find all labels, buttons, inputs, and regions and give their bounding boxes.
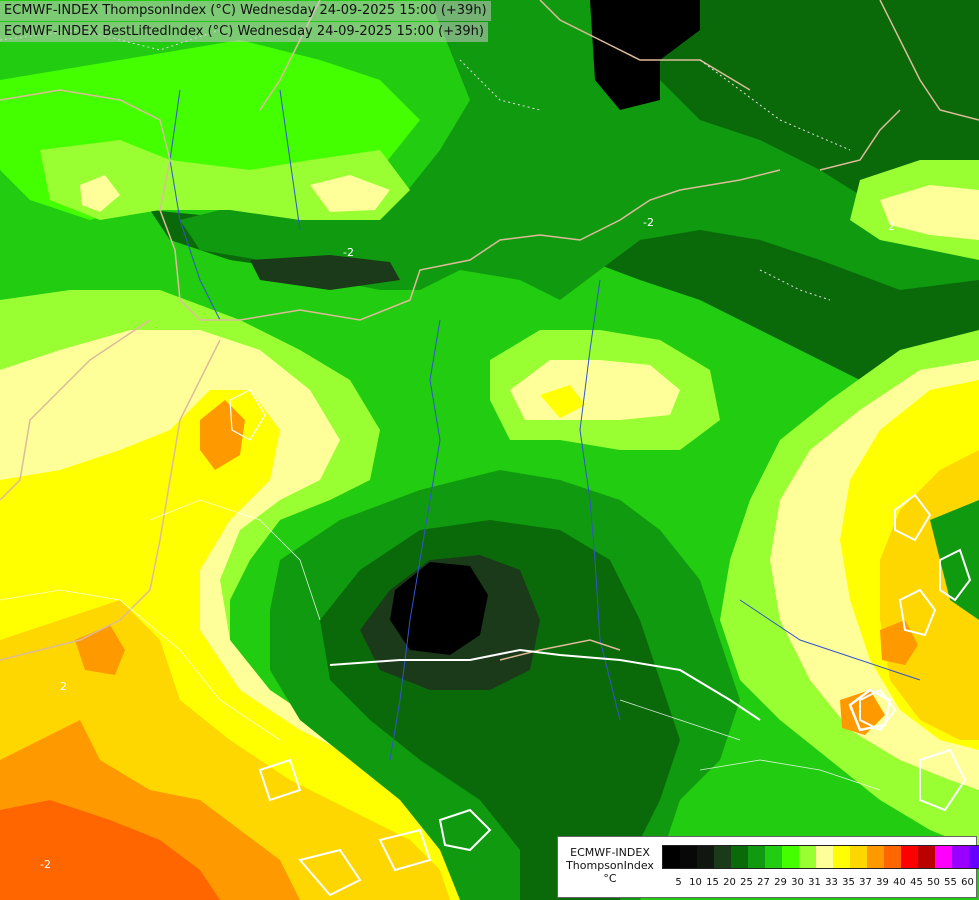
legend-tick: 39 bbox=[876, 877, 889, 888]
legend-swatch bbox=[799, 846, 816, 868]
green-zone-north bbox=[180, 0, 979, 300]
map-title-best-lifted-index: ECMWF-INDEX BestLiftedIndex (°C) Wednesd… bbox=[0, 22, 488, 42]
contour-label-2: -2 bbox=[343, 246, 354, 259]
black-core-south bbox=[390, 562, 488, 655]
orange-spot-west bbox=[200, 400, 245, 470]
very-dark-zone-north bbox=[590, 0, 700, 110]
green-zone-east-edge bbox=[930, 500, 979, 620]
contour-label-5: 2 bbox=[60, 680, 67, 693]
dark-orange-zone-southwest bbox=[0, 800, 220, 900]
legend-tick: 29 bbox=[774, 877, 787, 888]
legend-tick: 20 bbox=[723, 877, 736, 888]
legend-swatch bbox=[697, 846, 714, 868]
legend-swatch bbox=[663, 846, 680, 868]
legend-tick: 31 bbox=[808, 877, 821, 888]
legend-swatch bbox=[714, 846, 731, 868]
thin-contour-lines bbox=[0, 499, 881, 791]
legend: ECMWF-INDEX ThompsonIndex °C 5 10 15 20 25 27… bbox=[557, 836, 979, 898]
legend-swatch bbox=[816, 846, 833, 868]
orange-spot-southwest bbox=[75, 625, 125, 675]
legend-swatch bbox=[952, 846, 969, 868]
legend-swatch bbox=[884, 846, 901, 868]
legend-swatch bbox=[731, 846, 748, 868]
legend-swatch bbox=[901, 846, 918, 868]
legend-swatch bbox=[867, 846, 884, 868]
legend-swatch bbox=[935, 846, 952, 868]
legend-tick: 27 bbox=[757, 877, 770, 888]
light-lime-zone-north bbox=[40, 140, 410, 220]
pale-yellow-spot-north2 bbox=[310, 175, 390, 212]
legend-tick: 33 bbox=[825, 877, 838, 888]
legend-line1: ECMWF-INDEX bbox=[570, 846, 650, 859]
legend-tick: 55 bbox=[944, 877, 957, 888]
legend-swatch bbox=[765, 846, 782, 868]
legend-swatch bbox=[850, 846, 867, 868]
legend-tick: 35 bbox=[842, 877, 855, 888]
yellow-spot-center bbox=[540, 385, 585, 418]
legend-ticks: 5 10 15 20 25 27 29 30 31 33 35 37 39 40 45 50 55 60 bbox=[670, 877, 976, 888]
contour-label-3: -2 bbox=[643, 216, 654, 229]
legend-tick: 10 bbox=[689, 877, 702, 888]
legend-swatch bbox=[969, 846, 979, 868]
orange-spot-east2 bbox=[840, 690, 885, 735]
map-title-thompson-index: ECMWF-INDEX ThompsonIndex (°C) Wednesday… bbox=[0, 1, 491, 21]
legend-unit: °C bbox=[603, 872, 617, 885]
contour-label-4: 2 bbox=[888, 220, 895, 233]
legend-tick: 30 bbox=[791, 877, 804, 888]
country-borders bbox=[0, 0, 979, 661]
legend-tick: 37 bbox=[859, 877, 872, 888]
pale-yellow-zone-northeast bbox=[880, 185, 979, 240]
contour-label-1: -2 bbox=[40, 858, 51, 871]
legend-swatch bbox=[782, 846, 799, 868]
legend-tick: 15 bbox=[706, 877, 719, 888]
legend-tick: 45 bbox=[910, 877, 923, 888]
rivers bbox=[169, 89, 921, 761]
dark-strip-north bbox=[250, 255, 400, 290]
legend-swatch bbox=[680, 846, 697, 868]
legend-tick: 50 bbox=[927, 877, 940, 888]
legend-label: ECMWF-INDEX ThompsonIndex °C bbox=[564, 846, 656, 885]
legend-line2: ThompsonIndex bbox=[566, 859, 654, 872]
legend-swatch bbox=[918, 846, 935, 868]
legend-color-scale bbox=[662, 845, 979, 869]
legend-tick: 5 bbox=[675, 877, 682, 888]
contour-labels: -2 -2 -2 2 2 bbox=[40, 216, 895, 871]
contour-lines bbox=[229, 389, 972, 897]
legend-swatch bbox=[748, 846, 765, 868]
legend-tick: 25 bbox=[740, 877, 753, 888]
legend-swatch bbox=[833, 846, 850, 868]
legend-tick: 40 bbox=[893, 877, 906, 888]
legend-tick: 60 bbox=[961, 877, 974, 888]
pale-yellow-spot-north bbox=[80, 175, 120, 212]
